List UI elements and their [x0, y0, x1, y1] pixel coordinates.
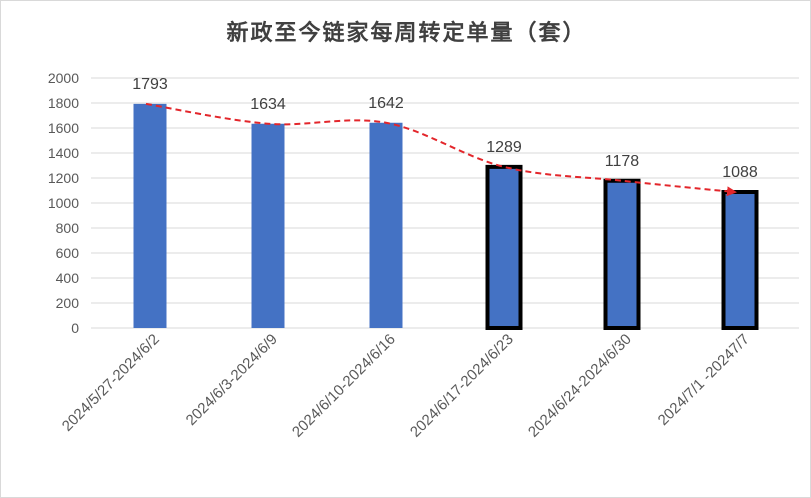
- bar-3: [369, 122, 403, 328]
- value-label: 1634: [250, 96, 286, 113]
- bar-6: [721, 190, 759, 330]
- y-tick-label: 200: [56, 295, 80, 311]
- x-category-label: 2024/6/24-2024/6/30: [525, 331, 635, 441]
- y-tick-label: 1800: [48, 95, 79, 111]
- chart-title: 新政至今链家每周转定单量（套）: [226, 20, 587, 46]
- x-category-label: 2024/6/17-2024/6/23: [407, 331, 517, 441]
- bar-1: [133, 103, 167, 328]
- value-label: 1088: [722, 164, 758, 181]
- value-label: 1289: [486, 139, 522, 156]
- gridlines: [91, 77, 799, 329]
- x-category-label: 2024/6/10-2024/6/16: [289, 331, 399, 441]
- data-labels: 1793 1634 1642 1289 1178 1088: [132, 76, 758, 181]
- x-axis-categories: 2024/5/27-2024/6/2 2024/6/3-2024/6/9 2024/…: [59, 331, 753, 441]
- bar-5: [603, 178, 641, 330]
- value-label: 1178: [605, 153, 640, 170]
- y-axis-ticks: 0 200 400 600 800 1000 1200 1400 1600 1800 2000: [48, 70, 79, 336]
- value-label: 1793: [132, 76, 168, 93]
- y-tick-label: 1600: [48, 120, 79, 136]
- bar-4: [485, 164, 523, 330]
- y-tick-label: 1400: [48, 145, 79, 161]
- x-category-label: 2024/5/27-2024/6/2: [59, 331, 163, 435]
- y-tick-label: 800: [56, 220, 80, 236]
- y-tick-label: 400: [56, 270, 80, 286]
- bar-2: [251, 123, 285, 328]
- x-category-label: 2024/6/3-2024/6/9: [183, 331, 281, 429]
- x-category-label: 2024/7/1 -20247/7: [655, 331, 753, 429]
- trend-curve: [145, 102, 737, 197]
- value-label: 1642: [368, 95, 404, 112]
- y-tick-label: 2000: [48, 70, 79, 86]
- trend-line: [145, 102, 737, 197]
- y-tick-label: 1200: [48, 170, 79, 186]
- bars: [133, 103, 759, 330]
- y-tick-label: 1000: [48, 195, 79, 211]
- y-tick-label: 600: [56, 245, 80, 261]
- y-tick-label: 0: [71, 320, 79, 336]
